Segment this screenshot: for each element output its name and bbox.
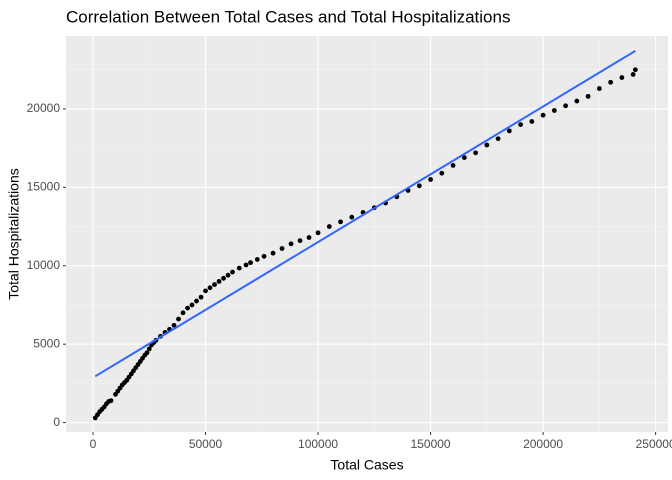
y-tick-label: 20000 xyxy=(27,101,61,115)
x-axis-label: Total Cases xyxy=(330,457,403,473)
point xyxy=(315,230,321,236)
point xyxy=(180,310,186,316)
y-tick-label: 5000 xyxy=(33,336,60,350)
point xyxy=(146,346,152,352)
point xyxy=(225,272,231,278)
point xyxy=(230,269,235,275)
x-tick-label: 50000 xyxy=(189,437,223,451)
point xyxy=(176,316,181,322)
y-tick-label: 0 xyxy=(53,415,60,429)
point xyxy=(108,398,114,404)
point xyxy=(450,162,456,168)
marks xyxy=(92,50,638,421)
point xyxy=(185,305,190,311)
point xyxy=(248,260,253,266)
chart-title: Correlation Between Total Cases and Tota… xyxy=(66,7,510,26)
point xyxy=(428,177,433,182)
point xyxy=(518,122,523,128)
point xyxy=(585,93,591,99)
x-tick-label: 100000 xyxy=(298,437,338,451)
point xyxy=(349,214,355,220)
point xyxy=(540,112,546,118)
point xyxy=(198,294,204,300)
y-tick-label: 10000 xyxy=(27,258,61,272)
point xyxy=(171,322,177,328)
point xyxy=(495,136,501,142)
point xyxy=(439,170,445,176)
point xyxy=(484,142,490,148)
point xyxy=(596,86,602,91)
point xyxy=(630,72,636,77)
point xyxy=(326,224,332,229)
point xyxy=(194,298,199,304)
point xyxy=(551,108,557,113)
x-tick-label: 250000 xyxy=(636,437,672,451)
x-tick-label: 200000 xyxy=(523,437,563,451)
point xyxy=(254,257,260,262)
point xyxy=(306,235,312,240)
panel xyxy=(66,36,668,432)
point xyxy=(563,103,569,109)
point xyxy=(632,67,638,73)
x-tick-label: 0 xyxy=(90,437,97,451)
point xyxy=(288,241,294,247)
point xyxy=(212,282,217,287)
point xyxy=(338,219,343,225)
point xyxy=(416,183,422,189)
point xyxy=(574,98,580,104)
point xyxy=(619,75,625,80)
point xyxy=(279,246,285,251)
x-tick-label: 150000 xyxy=(411,437,451,451)
point xyxy=(297,238,303,244)
point xyxy=(473,150,478,156)
point xyxy=(216,279,222,284)
point xyxy=(261,253,267,259)
point xyxy=(189,302,195,308)
point xyxy=(207,285,213,291)
point xyxy=(243,262,249,268)
point xyxy=(506,128,512,134)
point xyxy=(144,350,150,356)
point xyxy=(236,265,242,271)
trend-line xyxy=(94,50,636,378)
point xyxy=(461,155,467,160)
point xyxy=(608,79,614,85)
y-axis-label: Total Hospitalizations xyxy=(6,168,22,300)
point xyxy=(270,250,276,256)
y-tick-label: 15000 xyxy=(27,180,61,194)
point xyxy=(203,288,208,294)
point xyxy=(221,275,226,281)
point xyxy=(529,119,535,124)
